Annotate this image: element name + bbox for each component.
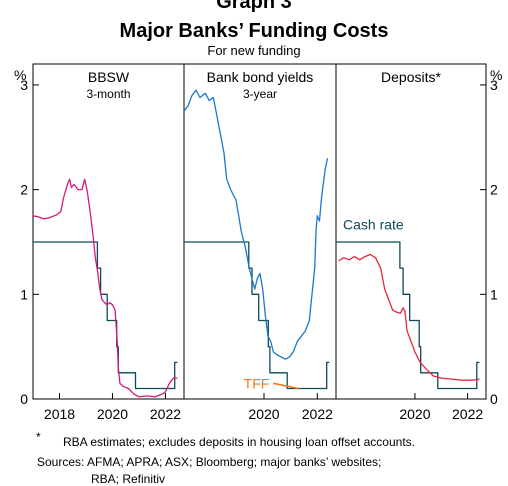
series-line-deposits xyxy=(338,253,480,381)
footnote-marker: * xyxy=(36,430,41,444)
series-line-bbsw xyxy=(32,178,178,398)
x-tick-label: 2020 xyxy=(248,406,279,422)
panel-title: Bank bond yields xyxy=(207,69,314,85)
series-label-tff: TFF xyxy=(244,375,270,391)
y-unit-left: % xyxy=(14,67,26,83)
x-tick-label: 2022 xyxy=(150,406,181,422)
x-tick-label: 2022 xyxy=(302,406,333,422)
y-tick-label-left: 0 xyxy=(20,391,28,407)
sources-line-2: RBA; Refinitiv xyxy=(91,472,165,486)
x-tick-label: 2022 xyxy=(452,406,483,422)
panel-subtitle: 3-year xyxy=(243,87,277,101)
y-tick-label-right: 1 xyxy=(490,286,498,302)
sources-line-1: Sources: AFMA; APRA; ASX; Bloomberg; maj… xyxy=(37,455,381,469)
x-tick-label: 2020 xyxy=(399,406,430,422)
series-line-tff xyxy=(273,382,299,390)
series-line-cash-rate xyxy=(184,241,330,390)
y-tick-label-right: 0 xyxy=(490,391,498,407)
series-line-cash-rate xyxy=(33,241,178,390)
footnote-text: RBA estimates; excludes deposits in hous… xyxy=(63,435,415,449)
chart-title: Major Banks’ Funding Costs xyxy=(120,20,389,42)
y-tick-label-left: 2 xyxy=(20,182,28,198)
panel-title: BBSW xyxy=(88,69,130,85)
title-fragment: Graph 3 xyxy=(216,0,292,13)
y-tick-label-left: 3 xyxy=(20,77,28,93)
series-line-cash-rate xyxy=(336,241,480,390)
series-label-cash-rate: Cash rate xyxy=(343,216,404,232)
plot-frame xyxy=(32,63,487,400)
panel-title: Deposits* xyxy=(381,69,441,85)
x-tick-label: 2020 xyxy=(97,406,128,422)
series-line-bond-yields xyxy=(183,89,329,360)
x-tick-label: 2018 xyxy=(44,406,75,422)
chart-subtitle: For new funding xyxy=(207,43,300,58)
y-unit-right: % xyxy=(490,67,502,83)
y-tick-label-left: 1 xyxy=(20,286,28,302)
panel-subtitle: 3-month xyxy=(86,87,130,101)
y-tick-label-right: 3 xyxy=(490,77,498,93)
y-tick-label-right: 2 xyxy=(490,182,498,198)
panels-group: 0 0 1 1 2 2 3 3 BBSW 3-month 2018 2020 2022 Bank bond… xyxy=(20,63,498,422)
